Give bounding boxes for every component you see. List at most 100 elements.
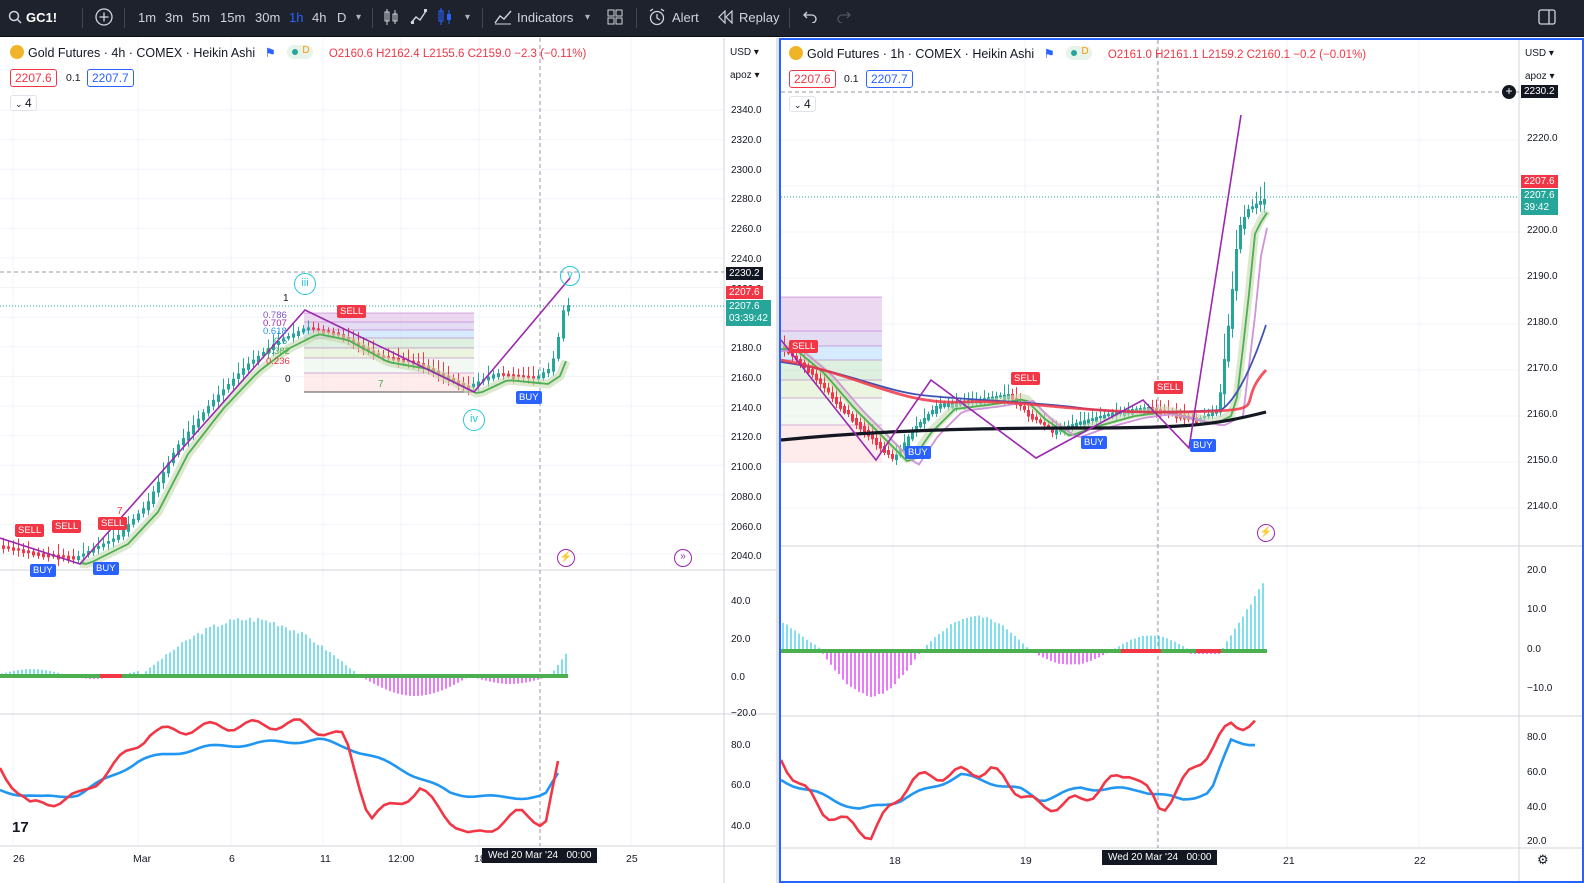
left-ask-button[interactable]: 2207.7 — [87, 69, 134, 87]
candle-body — [811, 369, 814, 375]
chart-style-chevron-down-icon[interactable]: ▾ — [465, 12, 471, 23]
interval-chevron-down-icon[interactable]: ▾ — [356, 12, 362, 23]
candle-body — [62, 555, 65, 558]
interval-4h[interactable]: 4h — [312, 10, 327, 25]
interval-30m[interactable]: 30m — [255, 10, 281, 25]
right-buy-signal: BUY — [1081, 436, 1107, 449]
left-time-tick: Mar — [133, 853, 152, 865]
candle-body — [1043, 422, 1046, 426]
candle-body — [162, 472, 165, 484]
right-buy-signal: BUY — [905, 446, 931, 459]
right-crosshair-time: Wed 20 Mar '24 — [1108, 852, 1179, 863]
candle-body — [907, 436, 910, 447]
undo-icon[interactable] — [803, 0, 817, 36]
interval-1h[interactable]: 1h — [289, 10, 304, 25]
candle-body — [12, 547, 15, 551]
left-spread: 0.1 — [66, 72, 81, 84]
candle-body — [502, 373, 505, 376]
left-event-arrow-icon[interactable]: » — [674, 549, 692, 567]
gold-coin-icon — [10, 45, 24, 59]
right-ask-button[interactable]: 2207.7 — [866, 70, 913, 88]
heikin-ashi-icon[interactable] — [437, 0, 453, 36]
market-status-dot-icon: D — [1066, 46, 1093, 60]
candle-body — [197, 418, 200, 428]
left-buy-signal: BUY — [30, 564, 56, 577]
pane-divider[interactable] — [776, 38, 779, 883]
bar-style-icon[interactable] — [383, 0, 399, 36]
candle-body — [879, 442, 882, 449]
right-chart-pane[interactable]: Gold Futures · 1h · COMEX · Heikin Ashi … — [779, 38, 1584, 883]
candle-body — [97, 546, 100, 549]
right-bid-button[interactable]: 2207.6 — [789, 70, 836, 88]
left-chart-pane[interactable]: Gold Futures · 4h · COMEX · Heikin Ashi … — [0, 38, 776, 883]
candle-body — [1075, 422, 1078, 427]
indicators-icon[interactable] — [494, 0, 512, 36]
settings-gear-icon[interactable]: ⚙ — [1537, 852, 1549, 867]
alert-clock-icon[interactable] — [648, 0, 666, 36]
right-time-tick: 21 — [1283, 855, 1295, 867]
right-crosshair-hour: 00:00 — [1186, 852, 1212, 863]
right-chart-canvas[interactable] — [781, 40, 1582, 881]
left-currency-select[interactable]: USD ▾ — [730, 47, 759, 58]
left-bid-button[interactable]: 2207.6 — [10, 69, 57, 87]
candle-body — [827, 387, 830, 393]
left-indicators-collapse-button[interactable]: ⌄ 4 — [10, 95, 37, 111]
left-price-tick: 2300.0 — [731, 164, 762, 176]
left-last-price-value: 2207.6 — [729, 301, 760, 312]
candle-body — [2, 545, 5, 549]
candle-body — [871, 434, 874, 440]
candle-body — [292, 333, 295, 338]
right-scale-select[interactable]: apoz ▾ — [1525, 71, 1555, 82]
right-buy-signal: BUY — [1190, 439, 1216, 452]
candle-body — [257, 355, 260, 363]
candle-body — [1107, 413, 1110, 417]
left-event-lightning-icon[interactable]: ⚡ — [557, 549, 575, 567]
replay-button[interactable]: Replay — [739, 10, 780, 25]
left-legend-title: Gold Futures · 4h · COMEX · Heikin Ashi — [28, 46, 256, 60]
candle-body — [77, 556, 80, 561]
left-wave-label-iii: iii — [294, 273, 316, 295]
indicators-chevron-down-icon[interactable]: ▾ — [585, 12, 591, 23]
left-osc-tick: 0.0 — [731, 672, 745, 683]
interval-5m[interactable]: 5m — [192, 10, 211, 25]
right-event-lightning-icon[interactable]: ⚡ — [1257, 524, 1275, 542]
candle-body — [212, 399, 215, 407]
right-sell-signal: SELL — [789, 340, 819, 353]
interval-3m[interactable]: 3m — [165, 10, 184, 25]
symbol-name[interactable]: GC1! — [26, 10, 58, 25]
interval-1m[interactable]: 1m — [138, 10, 157, 25]
gold-coin-icon — [789, 46, 803, 60]
interval-d[interactable]: D — [337, 10, 347, 25]
left-price-tick: 2340.0 — [731, 105, 762, 116]
line-style-icon[interactable] — [410, 0, 428, 36]
symbol-search-icon[interactable] — [8, 0, 22, 36]
left-price-tick: 2280.0 — [731, 194, 762, 206]
left-sell-signal: SELL — [98, 517, 128, 530]
ma-black-line — [781, 410, 1267, 442]
interval-15m[interactable]: 15m — [220, 10, 246, 25]
right-currency-select[interactable]: USD ▾ — [1525, 48, 1554, 59]
candle-body — [187, 431, 190, 441]
candle-body — [92, 548, 95, 553]
candle-body — [37, 552, 40, 556]
replay-icon[interactable] — [718, 0, 734, 36]
right-spread: 0.1 — [844, 73, 859, 85]
layout-grid-icon[interactable] — [607, 0, 623, 36]
candle-body — [32, 551, 35, 556]
redo-icon[interactable] — [837, 0, 851, 36]
alert-button[interactable]: Alert — [672, 10, 699, 25]
candle-body — [1035, 416, 1038, 421]
left-time-tick: 26 — [13, 853, 25, 865]
left-time-tick: 25 — [626, 853, 638, 865]
sidebar-toggle-icon[interactable] — [1538, 0, 1556, 36]
right-countdown: 39:42 — [1524, 202, 1550, 213]
right-osc-tick: 0.0 — [1527, 644, 1541, 655]
left-chart-canvas[interactable] — [0, 38, 776, 883]
right-add-alert-icon[interactable]: + — [1502, 85, 1516, 99]
candle-body — [991, 396, 994, 400]
compare-add-icon[interactable] — [94, 0, 114, 36]
right-indicators-collapse-button[interactable]: ⌄ 4 — [789, 96, 816, 112]
left-ohlc: O2160.6 H2162.4 L2155.6 C2159.0 −2.3 (−0… — [328, 48, 587, 60]
indicators-button[interactable]: Indicators — [517, 10, 574, 25]
left-scale-select[interactable]: apoz ▾ — [730, 70, 760, 81]
